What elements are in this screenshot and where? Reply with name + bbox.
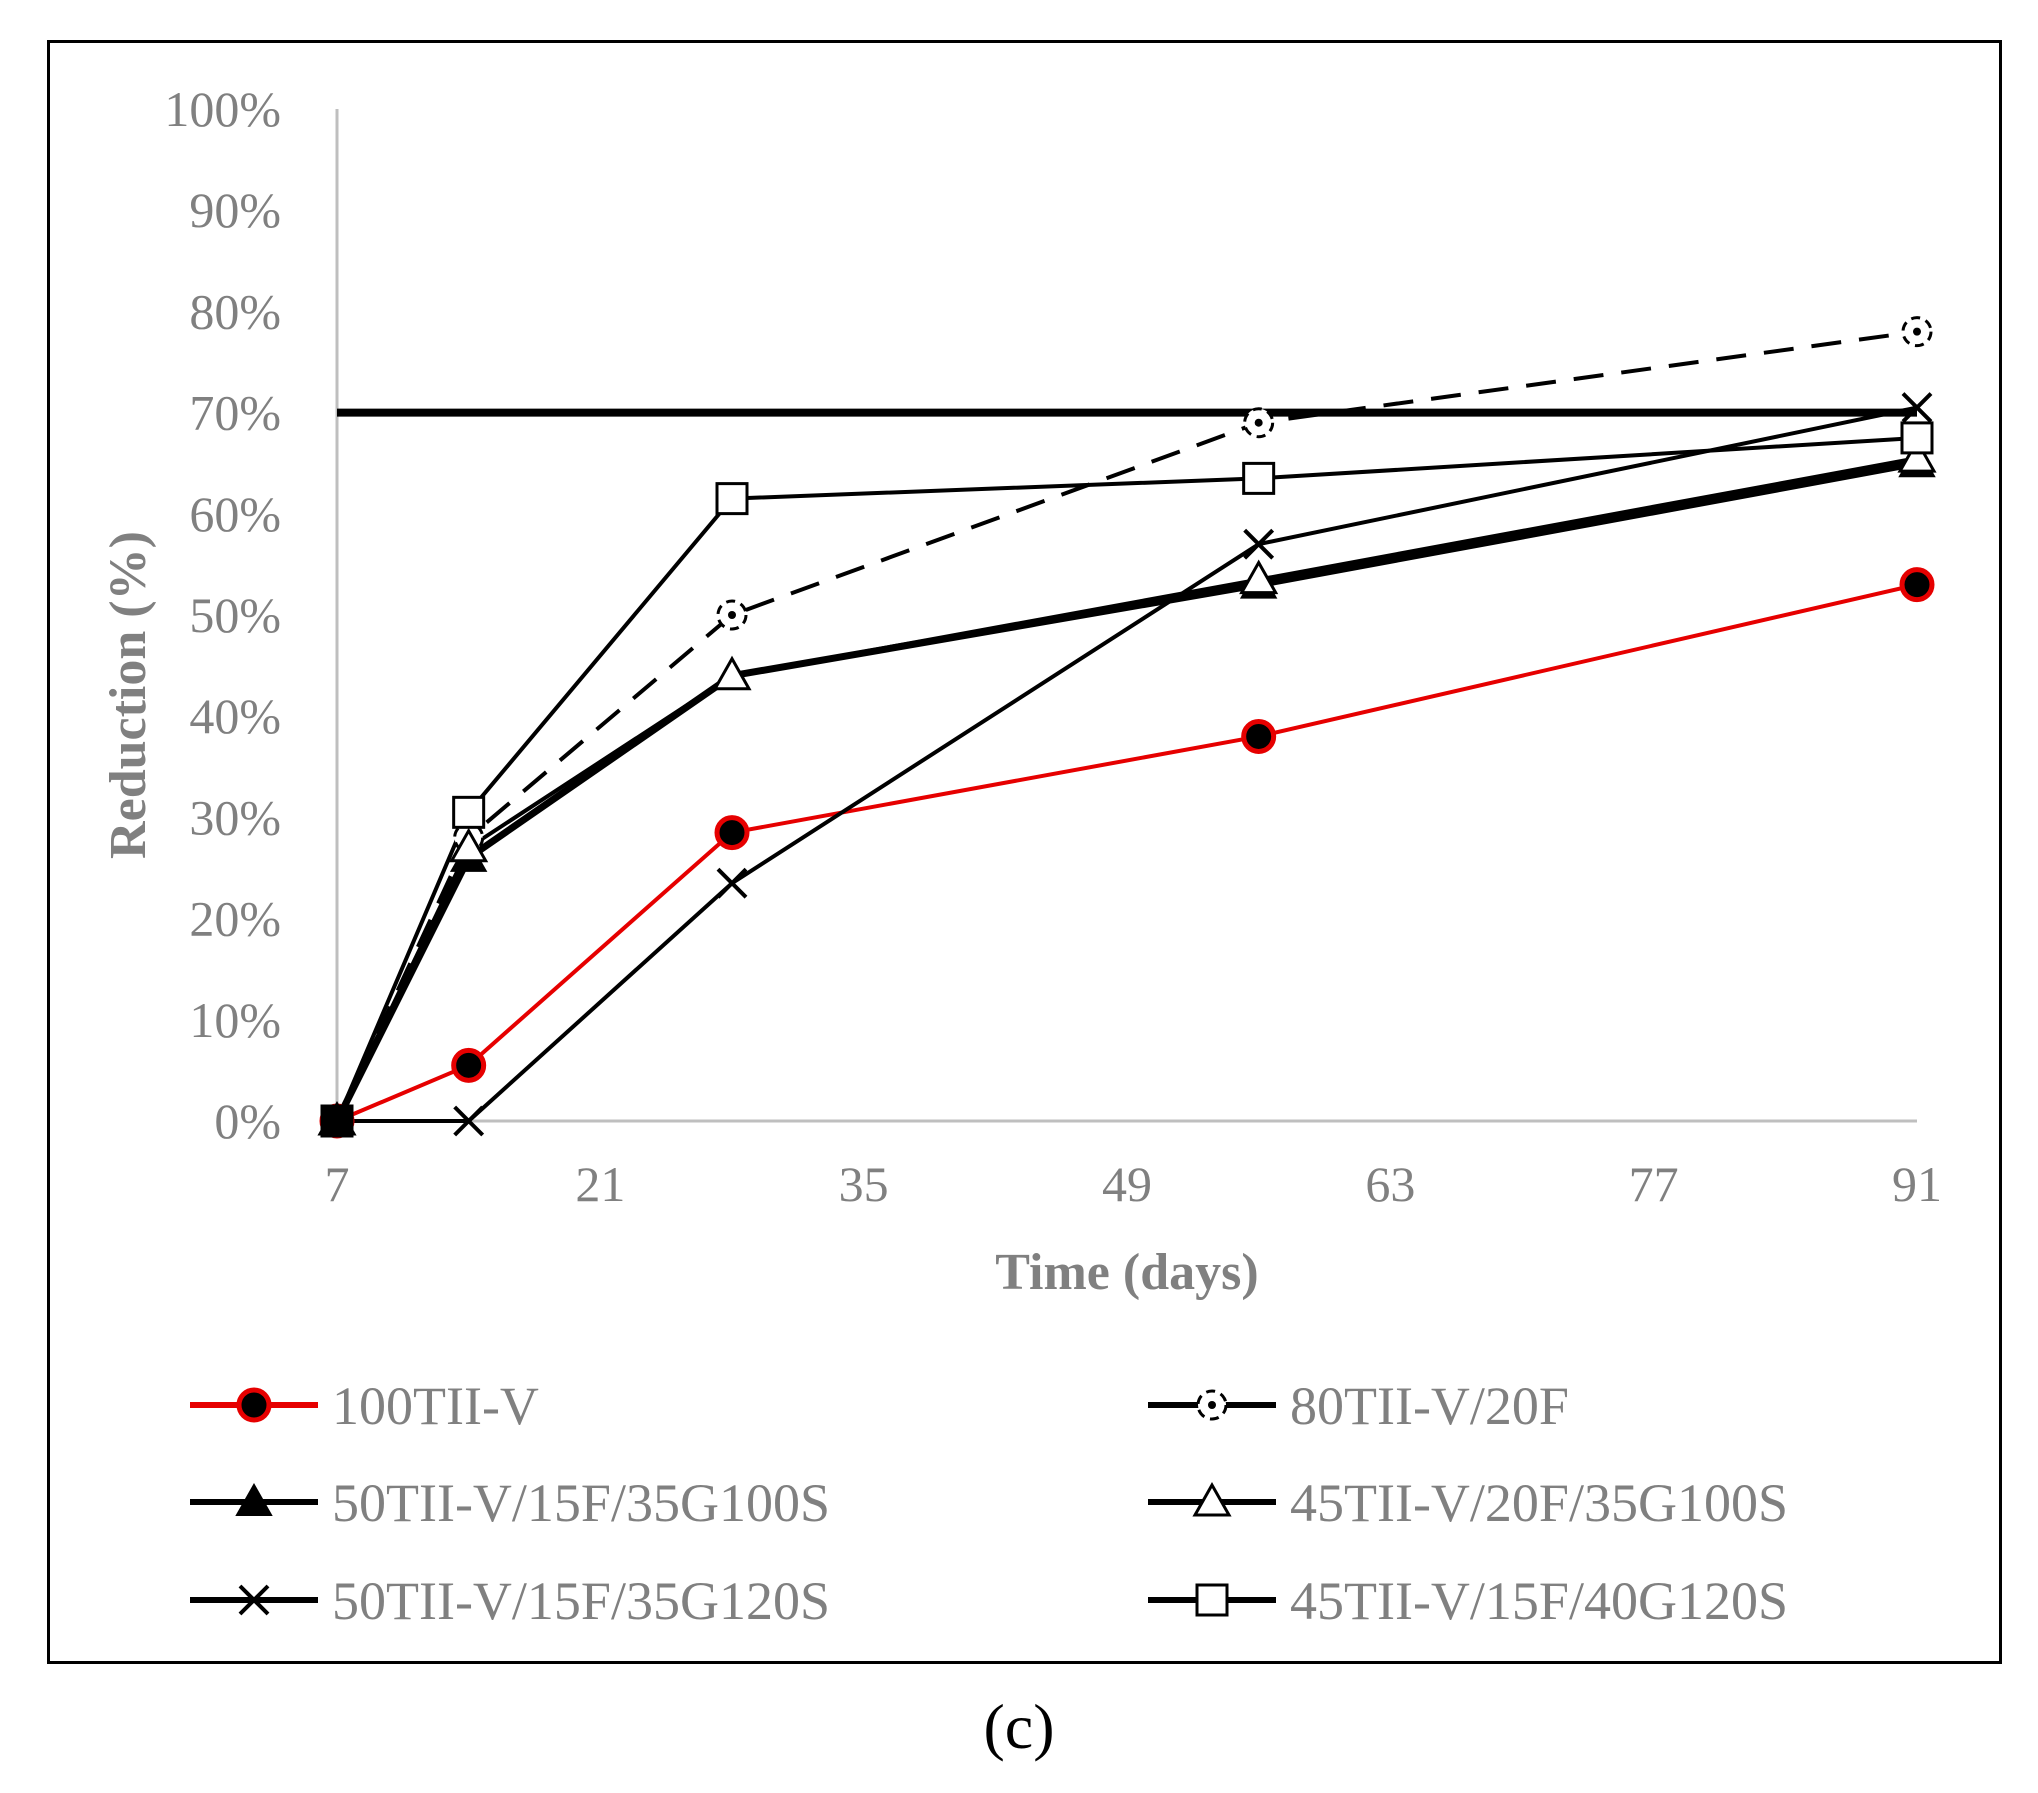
data-point-80tii-v-20f	[1901, 316, 1933, 348]
legend-item-100tii-v: 100TII-V	[190, 1376, 539, 1436]
x-axis-title: Time (days)	[995, 1244, 1258, 1301]
data-point-100tii-v	[451, 1047, 487, 1083]
y-tick-label: 40%	[189, 688, 281, 744]
legend-marker	[236, 1387, 272, 1423]
legend-label: 45TII-V/20F/35G100S	[1290, 1473, 1788, 1533]
data-point-100tii-v	[1899, 567, 1935, 603]
legend-marker	[1196, 1389, 1228, 1421]
chart-frame	[47, 40, 2002, 1664]
legend-item-50tii-v-15f-35g120s: 50TII-V/15F/35G120S	[190, 1571, 830, 1631]
legend-label: 80TII-V/20F	[1290, 1376, 1569, 1436]
y-tick-label: 50%	[189, 587, 281, 643]
origin-overlap-marker	[321, 1105, 353, 1137]
legend-marker	[235, 1482, 273, 1516]
y-tick-label: 100%	[164, 81, 281, 137]
legend-label: 100TII-V	[332, 1376, 539, 1436]
data-point-45tii-v-15f-40g120s	[1242, 461, 1276, 495]
data-point-50tii-v-15f-35g120s	[453, 1105, 485, 1137]
series-line-50tii-v-15f-35g120s	[337, 405, 1918, 1123]
y-tick-label: 60%	[189, 486, 281, 542]
legend-marker	[1195, 1583, 1229, 1617]
data-point-45tii-v-15f-40g120s	[715, 482, 749, 516]
y-tick-label: 90%	[189, 182, 281, 238]
legend-item-45tii-v-15f-40g120s: 45TII-V/15F/40G120S	[1148, 1571, 1788, 1631]
x-tick-label: 7	[325, 1156, 350, 1212]
data-point-45tii-v-20f-35g100s	[1239, 559, 1279, 595]
legend-marker	[238, 1584, 270, 1616]
y-axis-title: Reduction (%)	[100, 531, 157, 859]
y-tick-label: 10%	[189, 992, 281, 1048]
x-tick-label: 77	[1629, 1156, 1679, 1212]
legend-item-45tii-v-20f-35g100s: 45TII-V/20F/35G100S	[1148, 1473, 1788, 1533]
x-tick-label: 49	[1102, 1156, 1152, 1212]
y-tick-label: 80%	[189, 283, 281, 339]
x-tick-label: 21	[575, 1156, 625, 1212]
legend-marker	[1192, 1481, 1232, 1517]
data-point-100tii-v	[1241, 718, 1277, 754]
data-point-45tii-v-20f-35g100s	[449, 827, 489, 863]
data-point-80tii-v-20f	[716, 599, 748, 631]
data-point-50tii-v-15f-35g120s	[1243, 528, 1275, 560]
legend-label: 50TII-V/15F/35G100S	[332, 1473, 830, 1533]
panel-label: (c)	[983, 1691, 1055, 1762]
y-tick-label: 0%	[214, 1093, 281, 1149]
data-point-45tii-v-20f-35g100s	[1897, 438, 1937, 473]
legend-label: 50TII-V/15F/35G120S	[332, 1571, 830, 1631]
data-point-100tii-v	[714, 815, 750, 851]
series-line-50tii-v-15f-35g100s	[333, 459, 1918, 1123]
series-line-45tii-v-20f-35g100s	[335, 456, 1918, 1122]
legend-item-50tii-v-15f-35g100s: 50TII-V/15F/35G100S	[190, 1473, 830, 1533]
series-line-80tii-v-20f	[335, 329, 1918, 1122]
x-tick-label: 91	[1892, 1156, 1942, 1212]
legend-label: 45TII-V/15F/40G120S	[1290, 1571, 1788, 1631]
data-point-80tii-v-20f	[1243, 407, 1275, 439]
legend-item-80tii-v-20f: 80TII-V/20F	[1148, 1376, 1569, 1436]
data-point-50tii-v-15f-35g120s	[716, 867, 748, 899]
y-tick-label: 30%	[189, 789, 281, 845]
data-point-45tii-v-20f-35g100s	[712, 655, 752, 691]
data-point-45tii-v-15f-40g120s	[1900, 421, 1934, 455]
y-tick-label: 70%	[189, 385, 281, 441]
data-point-45tii-v-15f-40g120s	[452, 795, 486, 829]
data-point-50tii-v-15f-35g120s	[1901, 392, 1933, 423]
y-tick-label: 20%	[189, 891, 281, 947]
x-tick-label: 63	[1365, 1156, 1415, 1212]
x-tick-label: 35	[839, 1156, 889, 1212]
series-line-100tii-v	[336, 582, 1918, 1123]
